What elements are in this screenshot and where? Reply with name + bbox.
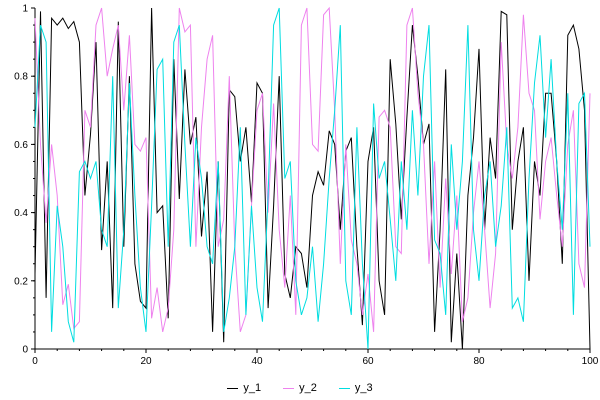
y-tick-label: 0 (22, 345, 28, 356)
x-tick-label: 0 (32, 356, 38, 367)
x-tick-label: 60 (362, 356, 374, 367)
y-tick-label: 0.8 (14, 72, 28, 83)
legend-label-y2: y_2 (299, 382, 317, 394)
series-line-y_2 (34, 6, 591, 333)
legend-line-sample-y3 (338, 387, 350, 389)
legend-label-y1: y_1 (243, 382, 262, 394)
legend-label-y3: y_3 (354, 382, 373, 394)
x-tick-label: 80 (473, 356, 485, 367)
y-tick-label: 0.2 (14, 276, 28, 287)
x-tick-label: 40 (251, 356, 263, 367)
legend-item-y3: y_3 (338, 382, 373, 394)
legend-line-sample-y1 (227, 387, 239, 389)
series-line-y_3 (34, 7, 591, 350)
x-tick-label: 100 (582, 356, 599, 367)
y-tick-label: 0.4 (14, 208, 28, 219)
legend-item-y1: y_1 (227, 382, 261, 394)
y-tick-label: 1 (22, 4, 28, 15)
chart-legend: y_1 y_2 y_3 (0, 382, 600, 394)
x-tick-label: 20 (140, 356, 152, 367)
legend-item-y2: y_2 (283, 382, 317, 394)
y-tick-label: 0.6 (14, 140, 28, 151)
legend-line-sample-y2 (283, 387, 295, 389)
